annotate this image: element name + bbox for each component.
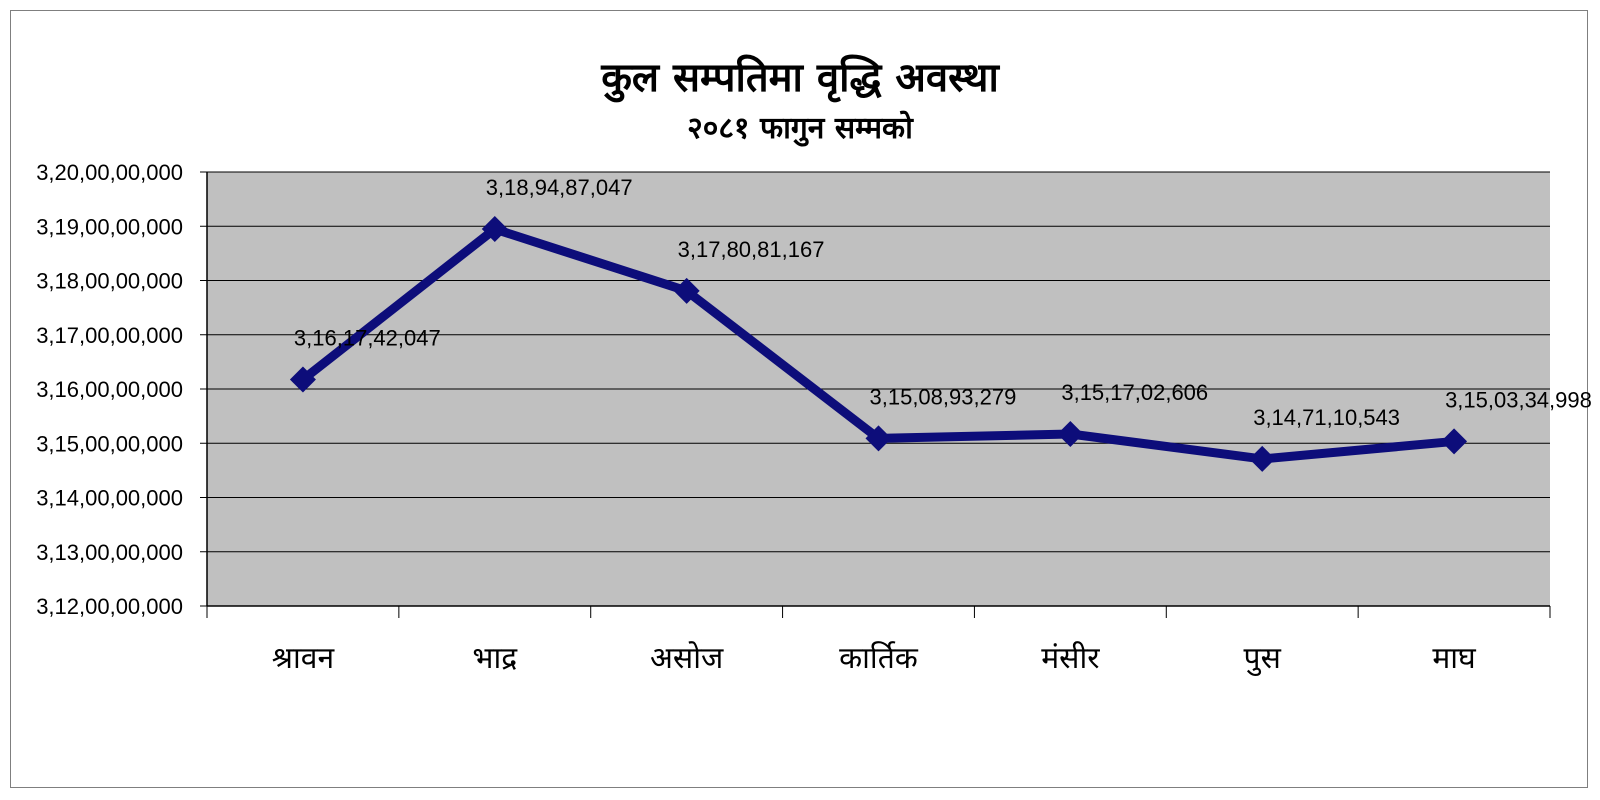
data-point-marker	[673, 277, 700, 304]
data-point-marker	[289, 366, 316, 393]
x-tick-label: मंसीर	[1041, 641, 1100, 676]
data-point-marker	[1057, 421, 1084, 448]
data-point-marker	[1441, 428, 1468, 455]
chart-subtitle: २०८१ फागुन सम्मको	[687, 111, 913, 146]
data-label: 3,15,03,34,998	[1445, 387, 1592, 412]
x-tick-label: माघ	[1432, 641, 1477, 676]
y-tick-label: 3,13,00,00,000	[36, 540, 183, 565]
x-tick-label: असोज	[650, 641, 724, 676]
y-tick-label: 3,12,00,00,000	[36, 594, 183, 619]
x-tick-label: श्रावन	[272, 641, 336, 676]
data-label: 3,16,17,42,047	[294, 326, 441, 351]
y-tick-label: 3,15,00,00,000	[36, 431, 183, 456]
y-tick-label: 3,19,00,00,000	[36, 214, 183, 239]
data-point-marker	[865, 425, 892, 452]
data-point-marker	[481, 216, 508, 243]
x-tick-label: कार्तिक	[839, 641, 919, 676]
y-tick-label: 3,14,00,00,000	[36, 486, 183, 511]
data-label: 3,18,94,87,047	[486, 175, 633, 200]
y-tick-label: 3,20,00,00,000	[36, 160, 183, 185]
data-label: 3,15,08,93,279	[870, 384, 1017, 409]
data-point-marker	[1249, 445, 1276, 472]
y-tick-label: 3,18,00,00,000	[36, 269, 183, 294]
x-tick-label: पुस	[1244, 641, 1282, 677]
y-tick-label: 3,17,00,00,000	[36, 323, 183, 348]
data-label: 3,14,71,10,543	[1253, 405, 1400, 430]
data-label: 3,15,17,02,606	[1061, 380, 1208, 405]
chart-title: कुल सम्पतिमा वृद्धि अवस्था	[601, 55, 999, 101]
y-tick-label: 3,16,00,00,000	[36, 377, 183, 402]
x-tick-label: भाद्र	[472, 641, 518, 676]
data-label: 3,17,80,81,167	[678, 237, 825, 262]
